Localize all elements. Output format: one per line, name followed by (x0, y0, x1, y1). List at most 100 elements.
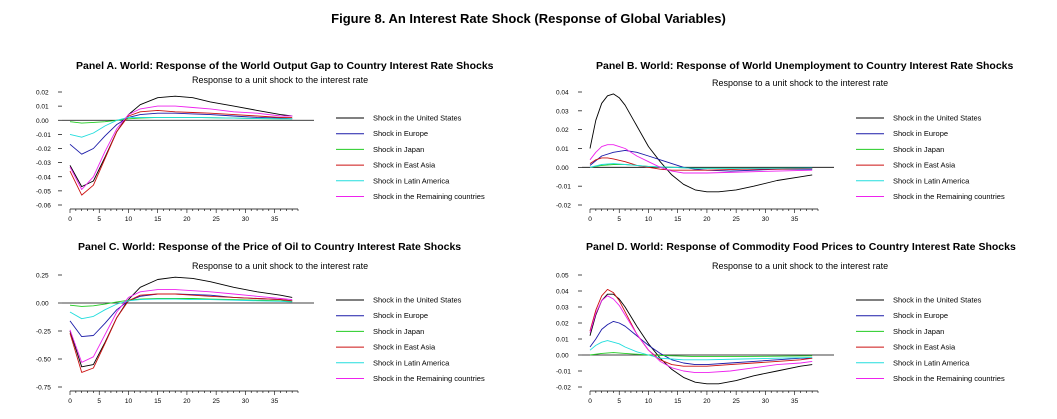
y-tick-label: -0.02 (36, 146, 51, 153)
legend-label: Shock in Japan (893, 145, 944, 154)
y-tick-label: 0.00 (36, 301, 49, 308)
y-tick-label: 0.04 (556, 289, 569, 296)
y-tick-label: 0.00 (36, 118, 49, 125)
y-tick-label: -0.25 (36, 329, 51, 336)
series-line-east-asia (589, 288, 813, 367)
y-tick-label: 0.00 (556, 165, 569, 172)
y-tick-label: -0.02 (556, 385, 571, 392)
series-line-latin-america (69, 116, 293, 138)
series-line-europe (69, 112, 293, 155)
x-tick-label: 15 (154, 216, 162, 223)
x-tick-label: 5 (617, 216, 621, 223)
y-tick-label: -0.01 (556, 369, 571, 376)
y-tick-label: -0.75 (36, 385, 51, 392)
x-tick-label: 35 (791, 216, 799, 223)
chart-panel-a: 0.02 0.01 0.00 -0.01 -0.02 -0.03 -0.04 -0.05 -0.… (36, 90, 485, 224)
y-tick-label: -0.04 (36, 174, 51, 181)
y-tick-label: -0.50 (36, 357, 51, 364)
x-tick-label: 20 (703, 216, 711, 223)
series-line-latin-america (69, 298, 293, 320)
y-tick-label: -0.03 (36, 160, 51, 167)
legend-label: Shock in East Asia (373, 343, 436, 352)
y-tick-label: 0.25 (36, 273, 49, 280)
x-tick-label: 5 (617, 398, 621, 405)
series-line-remaining-countries (589, 295, 813, 374)
panel-subtitle: Response to a unit shock to the interest… (712, 261, 889, 271)
x-tick-label: 20 (183, 398, 191, 405)
y-tick-label: -0.01 (556, 184, 571, 191)
x-tick-label: 35 (791, 398, 799, 405)
legend-label: Shock in the United States (893, 114, 982, 123)
legend-label: Shock in Japan (373, 145, 424, 154)
legend-label: Shock in East Asia (373, 161, 436, 170)
x-tick-label: 30 (762, 398, 770, 405)
series-line-remaining-countries (69, 105, 293, 190)
y-tick-label: -0.01 (36, 132, 51, 139)
legend-label: Shock in the Remaining countries (893, 192, 1005, 201)
legend-label: Shock in Latin America (893, 176, 970, 185)
series-line-east-asia (69, 293, 293, 373)
x-tick-label: 0 (68, 398, 72, 405)
legend-label: Shock in the Remaining countries (893, 374, 1005, 383)
legend-label: Shock in Latin America (373, 176, 450, 185)
series-line-japan (69, 298, 293, 307)
x-tick-label: 35 (271, 398, 279, 405)
legend-label: Shock in East Asia (893, 343, 956, 352)
x-tick-label: 10 (125, 216, 133, 223)
x-tick-label: 15 (154, 398, 162, 405)
x-tick-label: 0 (588, 216, 592, 223)
y-tick-label: -0.05 (36, 188, 51, 195)
series-line-europe (589, 149, 813, 172)
x-tick-label: 15 (674, 216, 682, 223)
x-tick-label: 5 (97, 398, 101, 405)
legend-label: Shock in Japan (893, 327, 944, 336)
x-tick-label: 25 (733, 216, 741, 223)
x-tick-label: 25 (213, 216, 221, 223)
chart-panel-c: 0.25 0.00 -0.25 -0.50 -0.75 0 5 10 15 20 25 30 35 Sho… (36, 273, 485, 406)
legend-label: Shock in Latin America (373, 358, 450, 367)
series-line-east-asia (589, 157, 813, 171)
figure-title: Figure 8. An Interest Rate Shock (Respon… (331, 11, 726, 26)
x-tick-label: 10 (645, 216, 653, 223)
y-tick-label: 0.04 (556, 90, 569, 97)
series-line-latin-america (589, 340, 813, 361)
x-tick-label: 30 (242, 398, 250, 405)
chart-panel-b: 0.04 0.03 0.02 0.01 0.00 -0.01 -0.02 0 5 10 15 20 25… (556, 90, 1005, 224)
series-line-europe (589, 320, 813, 366)
series-line-united-states (69, 276, 293, 368)
x-tick-label: 20 (183, 216, 191, 223)
x-tick-label: 20 (703, 398, 711, 405)
x-tick-label: 35 (271, 216, 279, 223)
legend-label: Shock in the United States (373, 296, 462, 305)
x-tick-label: 10 (125, 398, 133, 405)
x-tick-label: 30 (762, 216, 770, 223)
series-line-remaining-countries (589, 144, 813, 174)
x-tick-label: 5 (97, 216, 101, 223)
panel-title: Panel C. World: Response of the Price of… (78, 241, 462, 253)
legend-label: Shock in Europe (893, 311, 948, 320)
y-tick-label: 0.03 (556, 108, 569, 115)
legend-label: Shock in Europe (373, 129, 428, 138)
x-tick-label: 30 (242, 216, 250, 223)
panel-subtitle: Response to a unit shock to the interest… (712, 78, 889, 88)
series-line-latin-america (589, 163, 813, 169)
y-tick-label: 0.03 (556, 305, 569, 312)
legend-label: Shock in Latin America (893, 358, 970, 367)
panel-title: Panel B. World: Response of World Unempl… (596, 60, 1014, 72)
series-line-united-states (589, 293, 813, 385)
legend-label: Shock in Japan (373, 327, 424, 336)
y-tick-label: 0.05 (556, 273, 569, 280)
series-line-united-states (589, 93, 813, 193)
legend-label: Shock in Europe (893, 129, 948, 138)
legend-label: Shock in the United States (373, 114, 462, 123)
x-tick-label: 25 (213, 398, 221, 405)
legend-label: Shock in the Remaining countries (373, 374, 485, 383)
y-tick-label: 0.01 (36, 104, 49, 111)
chart-panel-d: 0.05 0.04 0.03 0.02 0.01 0.00 -0.01 -0.02 0 5 10 15… (556, 273, 1005, 406)
y-tick-label: 0.02 (556, 127, 569, 134)
x-tick-label: 15 (674, 398, 682, 405)
x-tick-label: 0 (588, 398, 592, 405)
y-tick-label: 0.02 (36, 90, 49, 97)
y-tick-label: 0.02 (556, 321, 569, 328)
